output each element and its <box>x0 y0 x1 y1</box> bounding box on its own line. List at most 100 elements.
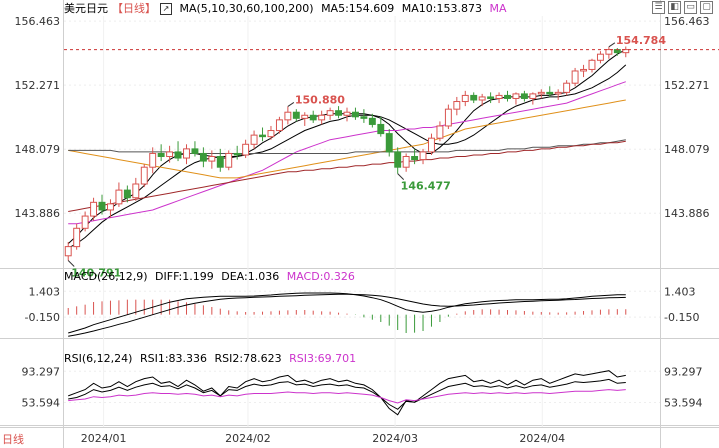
candle-body <box>487 96 495 99</box>
candle-body <box>546 91 554 95</box>
annotation-high-label: 150.880 <box>295 93 345 106</box>
macd-label: MACD(26,12,9) <box>64 270 148 283</box>
rsi-line-rsi1 <box>68 370 626 416</box>
rsi-label: RSI(6,12,24) <box>64 352 133 365</box>
candle-body <box>123 189 131 199</box>
ma-line-ma60 <box>68 99 626 179</box>
macd-tick-right: 1.403 <box>664 285 696 298</box>
restore-icon[interactable]: ◧ <box>668 1 681 14</box>
macd-tick-left: -0.150 <box>25 311 60 324</box>
price-tick-left: 156.463 <box>15 15 61 28</box>
candle-body <box>199 152 207 162</box>
candle-body <box>419 151 427 161</box>
candle-body <box>132 183 140 199</box>
rsi-tick-right: 93.297 <box>664 365 703 378</box>
candle-body <box>225 152 233 168</box>
annotation-low-label: 140.791 <box>71 267 121 280</box>
candle-body <box>436 125 444 139</box>
candle-body <box>98 201 106 211</box>
candle-body <box>470 94 478 101</box>
candle-body <box>571 70 579 84</box>
candle-body <box>64 246 72 257</box>
candle-body <box>267 130 275 138</box>
candle-body <box>174 151 182 159</box>
maximize-icon[interactable]: ▢ <box>700 1 713 14</box>
candle-body <box>529 93 537 99</box>
macd-dea-line <box>68 293 626 337</box>
candle-body <box>166 151 174 158</box>
candle-body <box>81 215 89 229</box>
candle-body <box>183 148 190 159</box>
candle-body <box>107 203 114 211</box>
candle-body <box>554 91 562 95</box>
candle-body <box>444 108 452 127</box>
minimize-icon[interactable]: ▭ <box>684 1 697 14</box>
candle-body <box>115 189 123 205</box>
candle-body <box>537 91 545 95</box>
candle-body <box>495 94 503 99</box>
candle-body <box>402 156 410 168</box>
candle-body <box>588 59 596 70</box>
rsi1-value: RSI1:83.336 <box>139 352 208 365</box>
rsi-line-rsi3 <box>68 389 626 404</box>
candle-body <box>385 133 393 153</box>
candle-body <box>284 111 292 121</box>
candle-body <box>326 110 334 116</box>
candle-body <box>73 227 81 248</box>
time-tick-label: 2024/01 <box>81 432 127 445</box>
rsi3-value: RSI3:69.701 <box>289 352 357 365</box>
candle-body <box>563 82 571 93</box>
time-tick-label: 2024/02 <box>225 432 271 445</box>
candle-body <box>596 53 604 61</box>
rsi-tick-left: 93.297 <box>22 365 61 378</box>
candle-body <box>478 96 486 101</box>
ma-label: MA(5,10,30,60,100,200) <box>179 2 314 15</box>
candle-body <box>140 166 148 185</box>
candle-body <box>360 116 368 119</box>
candle-body <box>622 49 630 54</box>
candle-body <box>368 117 376 125</box>
price-tick-left: 148.079 <box>15 143 61 156</box>
toolbar-icons: ☰ ◧ ▭ ▢ <box>652 1 713 14</box>
candle-body <box>411 156 419 161</box>
ma-settings-icon[interactable]: ↗ <box>160 3 172 15</box>
candle-body <box>233 152 241 156</box>
price-tick-left: 143.886 <box>15 207 61 220</box>
ma-line-ma30 <box>68 81 626 225</box>
annotation-low-label: 146.477 <box>401 180 451 193</box>
candle-body <box>90 201 98 217</box>
ma5-value: MA5:154.609 <box>321 2 395 15</box>
candle-body <box>512 93 520 99</box>
candle-body <box>377 123 385 135</box>
rsi-line-rsi2 <box>68 378 626 410</box>
period-tab[interactable]: 日线 <box>2 433 24 446</box>
annotation-high-label: 154.784 <box>616 34 666 47</box>
time-tick-label: 2024/04 <box>519 432 565 445</box>
candle-body <box>461 94 469 103</box>
macd-dea: DEA:1.036 <box>221 270 280 283</box>
price-tick-right: 152.271 <box>664 79 710 92</box>
rsi-header: RSI(6,12,24) RSI1:83.336 RSI2:78.623 RSI… <box>64 351 360 367</box>
price-tick-right: 148.079 <box>664 143 710 156</box>
candle-body <box>351 111 359 118</box>
candle-body <box>250 134 258 145</box>
price-tick-left: 152.271 <box>15 79 61 92</box>
candle-body <box>208 156 216 162</box>
annotation-pointer <box>397 173 405 181</box>
candle-body <box>394 151 402 168</box>
macd-diff: DIFF:1.199 <box>155 270 214 283</box>
candle-body <box>216 156 224 168</box>
macd-tick-right: -0.150 <box>664 311 699 324</box>
time-tick-label: 2024/03 <box>372 432 418 445</box>
candle-body <box>309 114 317 121</box>
candle-body <box>335 110 343 116</box>
period-label[interactable]: 【日线】 <box>112 2 156 15</box>
candle-body <box>520 93 528 99</box>
candle-body <box>318 114 326 121</box>
rsi-tick-left: 53.594 <box>22 397 61 410</box>
candle-body <box>157 152 165 158</box>
annotation-pointer <box>67 260 75 267</box>
annotation-pointer <box>608 42 616 48</box>
settings-icon[interactable]: ☰ <box>652 1 665 14</box>
